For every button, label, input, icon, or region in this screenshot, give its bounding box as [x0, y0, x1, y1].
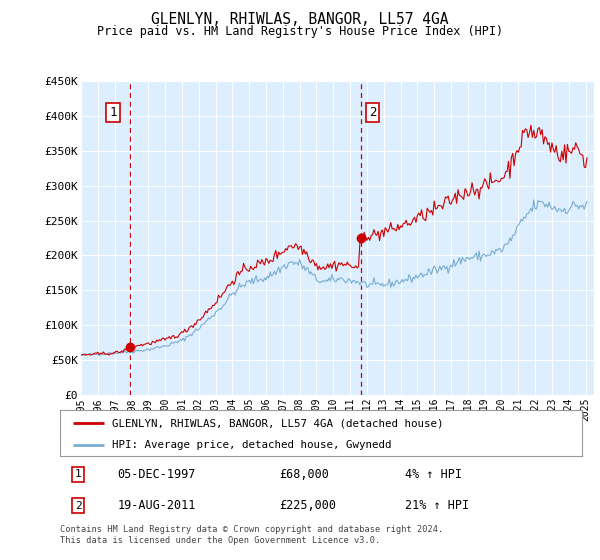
Text: Price paid vs. HM Land Registry's House Price Index (HPI): Price paid vs. HM Land Registry's House …: [97, 25, 503, 38]
Text: 05-DEC-1997: 05-DEC-1997: [118, 468, 196, 480]
Text: HPI: Average price, detached house, Gwynedd: HPI: Average price, detached house, Gwyn…: [112, 440, 392, 450]
Text: GLENLYN, RHIWLAS, BANGOR, LL57 4GA (detached house): GLENLYN, RHIWLAS, BANGOR, LL57 4GA (deta…: [112, 418, 444, 428]
Text: 19-AUG-2011: 19-AUG-2011: [118, 499, 196, 512]
Text: 2: 2: [369, 106, 376, 119]
Text: 21% ↑ HPI: 21% ↑ HPI: [404, 499, 469, 512]
Text: 1: 1: [75, 469, 82, 479]
Text: GLENLYN, RHIWLAS, BANGOR, LL57 4GA: GLENLYN, RHIWLAS, BANGOR, LL57 4GA: [151, 12, 449, 27]
Text: 4% ↑ HPI: 4% ↑ HPI: [404, 468, 461, 480]
Text: £225,000: £225,000: [279, 499, 336, 512]
Text: Contains HM Land Registry data © Crown copyright and database right 2024.
This d: Contains HM Land Registry data © Crown c…: [60, 525, 443, 545]
Text: £68,000: £68,000: [279, 468, 329, 480]
Text: 1: 1: [110, 106, 117, 119]
Text: 2: 2: [75, 501, 82, 511]
